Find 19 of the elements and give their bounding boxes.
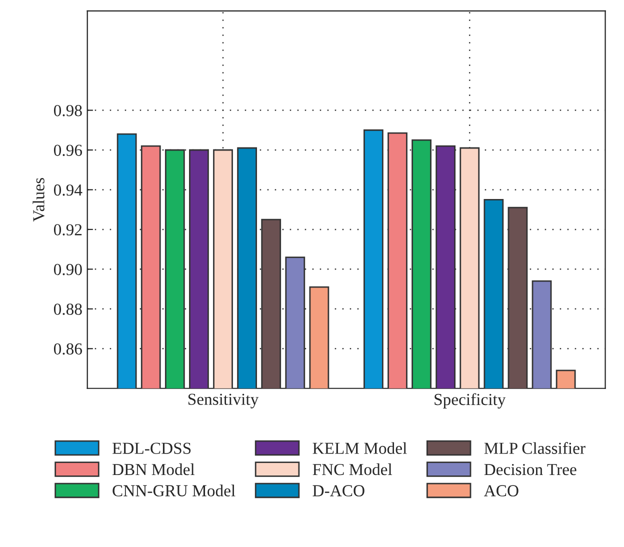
- legend-label: DBN Model: [112, 463, 195, 476]
- legend-label: FNC Model: [312, 463, 392, 476]
- legend-label: D-ACO: [312, 485, 364, 496]
- x-tick-label: Sensitivity: [188, 394, 259, 408]
- x-tick-label: Specificity: [434, 393, 506, 409]
- y-tick-label: 0.92: [54, 224, 82, 236]
- legend-label: ACO: [484, 485, 518, 496]
- y-tick-label: 0.96: [54, 144, 82, 156]
- legend-label: KELM Model: [312, 442, 407, 454]
- legend-label: MLP Classifier: [484, 442, 586, 454]
- y-tick-label: 0.88: [54, 304, 82, 315]
- legend-label: EDL-CDSS: [112, 442, 191, 454]
- y-tick-label: 0.98: [54, 104, 82, 116]
- y-tick-label: 0.90: [54, 264, 82, 276]
- legend-label: CNN-GRU Model: [112, 484, 236, 496]
- y-axis-title: Values: [32, 178, 44, 222]
- y-tick-label: 0.94: [54, 184, 82, 196]
- y-tick-label: 0.86: [54, 343, 82, 355]
- legend-label: Decision Tree: [484, 464, 576, 476]
